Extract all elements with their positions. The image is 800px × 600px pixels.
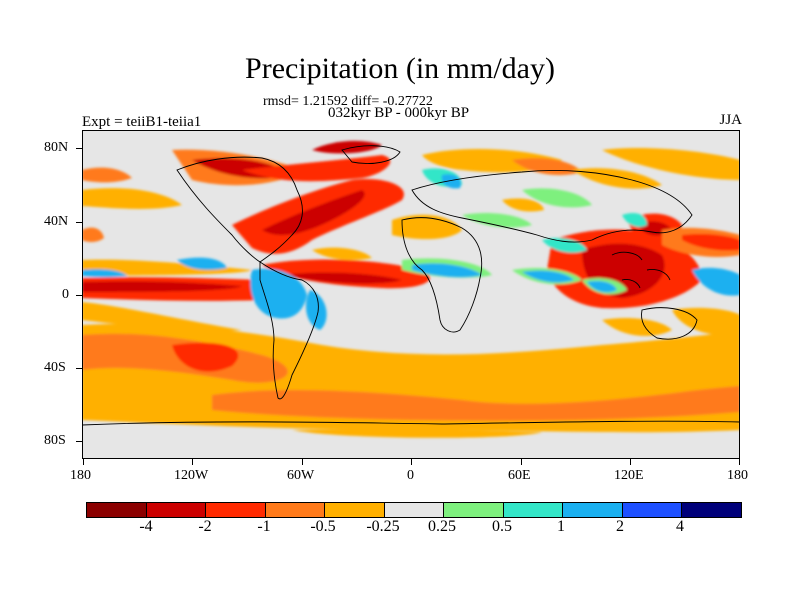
colorbar-label: -2 [198, 518, 212, 535]
colorbar-swatch-9 [622, 503, 683, 517]
lon-label: 180 [70, 468, 91, 483]
colorbar-swatch-5 [384, 503, 445, 517]
lat-tick [76, 368, 82, 369]
map-title: Precipitation (in mm/day) [245, 52, 555, 85]
lon-tick [83, 459, 84, 465]
colorbar-label: 2 [616, 518, 624, 535]
lon-tick [192, 459, 193, 465]
colorbar-swatch-0 [87, 503, 147, 517]
lat-tick [76, 441, 82, 442]
colorbar-label: -0.5 [310, 518, 336, 535]
precipitation-field [82, 140, 740, 438]
colorbar-swatch-3 [265, 503, 326, 517]
colorbar-label: -0.25 [366, 518, 400, 535]
lat-tick [76, 295, 82, 296]
colorbar-label: -1 [257, 518, 271, 535]
lat-tick [76, 222, 82, 223]
lon-tick [411, 459, 412, 465]
colorbar-swatch-2 [206, 503, 266, 517]
lon-tick [302, 459, 303, 465]
colorbar [86, 502, 742, 518]
colorbar-label: 0.25 [428, 518, 456, 535]
lon-label: 60E [508, 468, 531, 483]
lon-tick [521, 459, 522, 465]
colorbar-label: 1 [557, 518, 565, 535]
lat-label: 40S [44, 360, 66, 375]
period-line: 032kyr BP - 000kyr BP [328, 105, 470, 121]
colorbar-label: 4 [676, 518, 684, 535]
lon-label: 0 [407, 468, 414, 483]
precipitation-map [82, 130, 740, 459]
lon-label: 180 [727, 468, 748, 483]
lon-label: 120E [614, 468, 644, 483]
colorbar-swatch-1 [146, 503, 207, 517]
lon-tick [739, 459, 740, 465]
lat-label: 80N [44, 140, 69, 155]
lat-label: 80S [44, 433, 66, 448]
experiment-label: Expt = teiiB1-teiia1 [82, 114, 202, 130]
map-frame [82, 130, 740, 459]
lon-label: 120W [174, 468, 209, 483]
coastlines [82, 145, 740, 426]
colorbar-swatch-6 [444, 503, 504, 517]
statistics-line: rmsd= 1.21592 diff= -0.27722 [263, 94, 433, 109]
season-label: JJA [719, 112, 742, 128]
colorbar-swatch-7 [503, 503, 564, 517]
colorbar-swatch-4 [325, 503, 385, 517]
lat-tick [76, 148, 82, 149]
colorbar-label: -4 [139, 518, 153, 535]
lon-tick [630, 459, 631, 465]
colorbar-swatch-8 [563, 503, 623, 517]
lat-label: 40N [44, 214, 69, 229]
lat-label: 0 [62, 287, 69, 302]
colorbar-label: 0.5 [492, 518, 512, 535]
lon-label: 60W [287, 468, 315, 483]
colorbar-swatch-10 [682, 503, 742, 517]
